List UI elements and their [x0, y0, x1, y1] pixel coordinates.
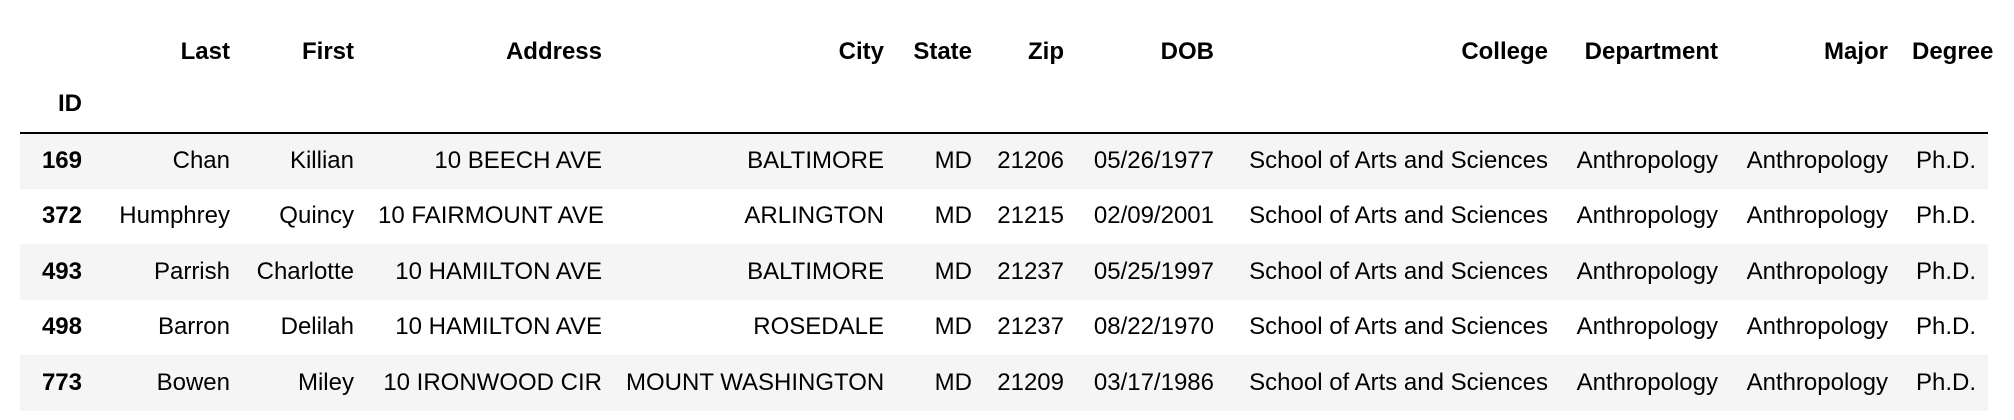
- cell-last: Parrish: [153, 257, 230, 285]
- cell-college: School of Arts and Sciences: [1249, 147, 1548, 175]
- cell-city: BALTIMORE: [747, 257, 884, 285]
- cell-first: Quincy: [279, 202, 354, 230]
- column-header: Zip: [1028, 38, 1064, 65]
- cell-zip: 21209: [997, 368, 1064, 396]
- cell-zip: 21237: [997, 313, 1064, 341]
- cell-dob: 03/17/1986: [1093, 368, 1214, 396]
- column-header-row: Last First Address City State Zip DOB Co…: [20, 28, 1994, 76]
- cell-last: Barron: [157, 313, 230, 341]
- column-header: Department: [1584, 38, 1718, 65]
- cell-college: School of Arts and Sciences: [1249, 313, 1548, 341]
- cell-dob: 02/09/2001: [1093, 202, 1214, 230]
- table-row: 493 Parrish Charlotte 10 HAMILTON AVE BA…: [20, 244, 1988, 300]
- cell-major: Anthropology: [1746, 368, 1888, 396]
- column-header: State: [913, 38, 972, 65]
- cell-address: 10 HAMILTON AVE: [395, 257, 602, 285]
- cell-address: 10 BEECH AVE: [434, 147, 602, 175]
- row-index: 498: [41, 313, 82, 341]
- cell-last: Chan: [172, 147, 230, 175]
- row-index: 493: [41, 257, 82, 285]
- cell-dob: 08/22/1970: [1093, 313, 1214, 341]
- cell-degree: Ph.D.: [1915, 368, 1976, 396]
- row-index: 169: [41, 147, 82, 175]
- cell-zip: 21237: [997, 257, 1064, 285]
- cell-state: MD: [934, 257, 972, 285]
- index-header-blank: [20, 28, 94, 76]
- cell-last: Humphrey: [119, 202, 230, 230]
- cell-major: Anthropology: [1746, 313, 1888, 341]
- column-header: College: [1461, 38, 1548, 65]
- index-name-row: ID: [20, 76, 1988, 134]
- cell-state: MD: [934, 147, 972, 175]
- cell-major: Anthropology: [1746, 147, 1888, 175]
- index-name: ID: [20, 76, 94, 134]
- table-row: 498 Barron Delilah 10 HAMILTON AVE ROSED…: [20, 299, 1988, 355]
- cell-first: Miley: [297, 368, 354, 396]
- cell-degree: Ph.D.: [1915, 313, 1976, 341]
- column-header: Address: [505, 38, 602, 65]
- column-header: DOB: [1160, 38, 1214, 65]
- cell-degree: Ph.D.: [1915, 257, 1976, 285]
- cell-city: ROSEDALE: [753, 313, 884, 341]
- row-index: 372: [41, 202, 82, 230]
- table-row: 372 Humphrey Quincy 10 FAIRMOUNT AVE ARL…: [20, 188, 1988, 244]
- column-header: Last: [180, 38, 230, 65]
- column-header: City: [838, 38, 884, 65]
- cell-department: Anthropology: [1576, 147, 1718, 175]
- cell-state: MD: [934, 202, 972, 230]
- cell-college: School of Arts and Sciences: [1249, 257, 1548, 285]
- table-row: 169 Chan Killian 10 BEECH AVE BALTIMORE …: [20, 133, 1988, 189]
- cell-last: Bowen: [156, 368, 230, 396]
- row-index: 773: [41, 368, 82, 396]
- dataframe-output: Last First Address City State Zip DOB Co…: [20, 28, 1994, 411]
- cell-first: Killian: [289, 147, 354, 175]
- cell-state: MD: [934, 368, 972, 396]
- cell-dob: 05/26/1977: [1093, 147, 1214, 175]
- cell-address: 10 HAMILTON AVE: [395, 313, 602, 341]
- cell-zip: 21215: [997, 202, 1064, 230]
- column-header: Degree: [1912, 38, 1994, 65]
- table-row: 773 Bowen Miley 10 IRONWOOD CIR MOUNT WA…: [20, 355, 1988, 411]
- cell-address: 10 IRONWOOD CIR: [383, 368, 602, 396]
- cell-city: ARLINGTON: [744, 202, 884, 230]
- cell-zip: 21206: [997, 147, 1064, 175]
- cell-address: 10 FAIRMOUNT AVE: [378, 202, 604, 230]
- cell-degree: Ph.D.: [1915, 202, 1976, 230]
- cell-degree: Ph.D.: [1915, 147, 1976, 175]
- cell-department: Anthropology: [1576, 313, 1718, 341]
- cell-department: Anthropology: [1576, 368, 1718, 396]
- cell-city: BALTIMORE: [747, 147, 884, 175]
- cell-city: MOUNT WASHINGTON: [626, 368, 885, 396]
- cell-department: Anthropology: [1576, 257, 1718, 285]
- cell-college: School of Arts and Sciences: [1249, 368, 1548, 396]
- data-table: Last First Address City State Zip DOB Co…: [20, 28, 1994, 411]
- cell-first: Delilah: [280, 313, 354, 341]
- column-header: First: [301, 38, 354, 65]
- cell-major: Anthropology: [1746, 257, 1888, 285]
- cell-department: Anthropology: [1576, 202, 1718, 230]
- cell-college: School of Arts and Sciences: [1249, 202, 1548, 230]
- cell-first: Charlotte: [256, 257, 354, 285]
- cell-dob: 05/25/1997: [1093, 257, 1214, 285]
- column-header: Major: [1823, 38, 1888, 65]
- cell-major: Anthropology: [1746, 202, 1888, 230]
- cell-state: MD: [934, 313, 972, 341]
